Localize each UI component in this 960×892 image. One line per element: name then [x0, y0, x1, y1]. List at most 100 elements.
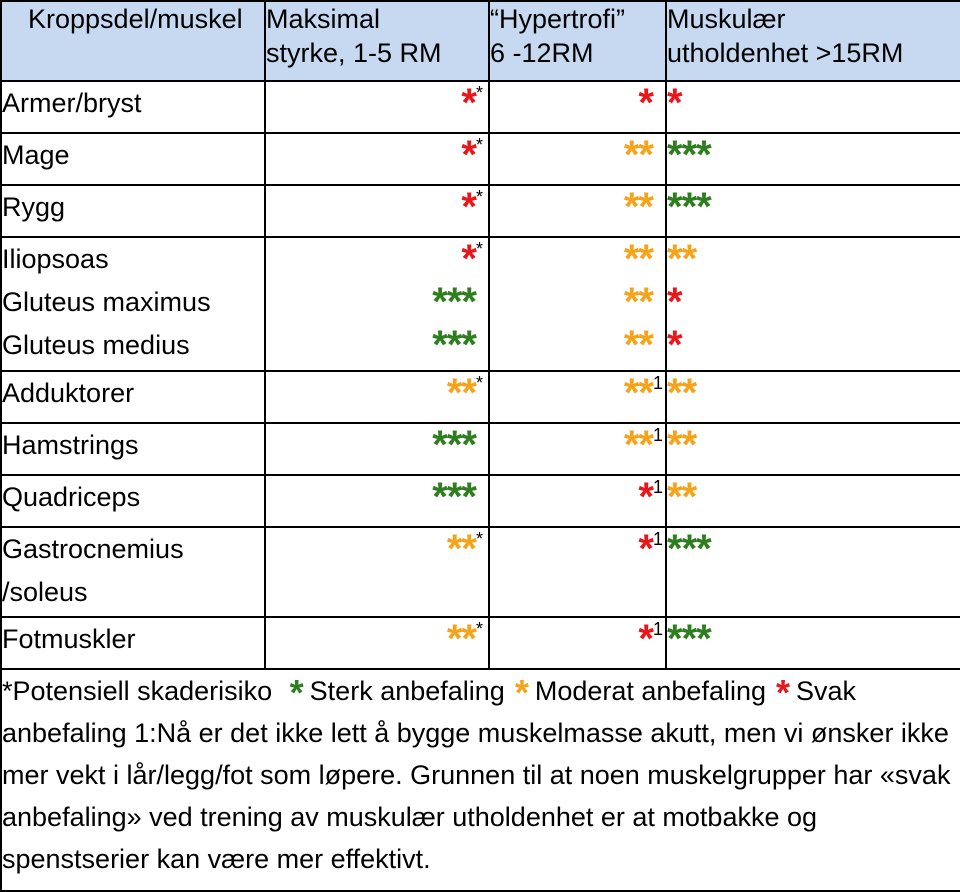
footnote-text: anbefaling 1:Nå er det ikke lett å bygge…: [2, 718, 951, 874]
hypertrophy-cell: **: [488, 132, 667, 186]
note-marker: *: [476, 187, 484, 207]
rating-stars: **: [446, 527, 477, 571]
endurance-cell: **: [665, 474, 960, 528]
legend-star-icon: *: [776, 671, 791, 713]
table-row: Rygg ** ** ***: [0, 184, 960, 238]
rating-stars: **: [623, 280, 654, 324]
muscle-name: Adduktorer: [2, 378, 135, 408]
rating-stars: **: [623, 371, 654, 415]
muscle-name-cell: Armer/bryst: [0, 80, 266, 134]
rating-stars: ***: [667, 133, 712, 177]
rating-stars: **: [446, 371, 477, 415]
muscle-name-cell: Rygg: [0, 184, 266, 238]
endurance-cell: *: [665, 80, 960, 134]
header-hypertrofi: “Hypertrofi” 6 -12RM: [488, 0, 667, 82]
footnote-row: *Potensiell skaderisiko * Sterk anbefalin…: [0, 668, 960, 892]
muscle-name: Mage: [2, 140, 70, 170]
note-marker: 1: [653, 619, 664, 639]
muscle-name: Gastrocnemius: [2, 534, 184, 564]
table-row: Iliopsoas Gluteus maximus Gluteus medius **…: [0, 236, 960, 372]
strength-cell: **: [264, 80, 490, 134]
muscle-name-cell: Iliopsoas Gluteus maximus Gluteus medius: [0, 236, 266, 372]
note-marker: *: [476, 529, 484, 549]
legend-star-icon: *: [514, 671, 529, 713]
rating-stars: ***: [432, 323, 477, 367]
muscle-name: Rygg: [2, 192, 66, 222]
note-marker: *: [476, 83, 484, 103]
header-maksimal-styrke: Maksimal styrke, 1-5 RM: [264, 0, 490, 82]
rating-stars: **: [667, 475, 697, 519]
muscle-name: Gluteus maximus: [2, 287, 211, 317]
note-marker: 1: [653, 529, 664, 549]
muscle-name: Quadriceps: [2, 482, 141, 512]
table-row: Armer/bryst ** * *: [0, 80, 960, 134]
rating-stars: *: [638, 475, 654, 519]
strength-cell: ***: [264, 474, 490, 528]
muscle-name: Hamstrings: [2, 430, 139, 460]
header-kroppsdel: Kroppsdel/muskel: [0, 0, 266, 82]
rating-stars: ***: [432, 475, 477, 519]
footnote-risk: *Potensiell skaderisiko: [2, 676, 273, 706]
rating-stars: **: [667, 237, 697, 281]
rating-stars: ***: [667, 527, 712, 571]
muscle-name: Armer/bryst: [2, 88, 142, 118]
rating-stars: ***: [667, 617, 712, 661]
strength-cell: ** *** ***: [264, 236, 490, 372]
strength-cell: ***: [264, 616, 490, 670]
endurance-cell: ***: [665, 132, 960, 186]
note-marker: *: [476, 373, 484, 393]
rating-stars: **: [667, 423, 697, 467]
strength-cell: ***: [264, 526, 490, 618]
muscle-name-cell: Quadriceps: [0, 474, 266, 528]
muscle-name-cell: Adduktorer: [0, 370, 266, 424]
strength-cell: **: [264, 132, 490, 186]
hypertrophy-cell: *1: [488, 526, 667, 618]
rating-stars: **: [446, 617, 477, 661]
muscle-name-cell: Gastrocnemius/soleus: [0, 526, 266, 618]
muscle-name-cell: Hamstrings: [0, 422, 266, 476]
table-row: Gastrocnemius/soleus *** *1 ***: [0, 526, 960, 618]
note-marker: *: [476, 619, 484, 639]
rating-stars: ***: [432, 423, 477, 467]
legend-item-strong: * Sterk anbefaling: [290, 674, 505, 710]
rating-stars: *: [461, 81, 477, 125]
hypertrophy-cell: *1: [488, 616, 667, 670]
rating-stars: *: [638, 81, 654, 125]
table-row: Quadriceps *** *1 **: [0, 474, 960, 528]
note-marker: *: [476, 135, 484, 155]
rating-stars: *: [638, 527, 654, 571]
rating-stars: ***: [667, 185, 712, 229]
legend-item-moderate: * Moderat anbefaling: [515, 674, 766, 710]
rating-stars: **: [623, 237, 654, 281]
rating-stars: *: [461, 185, 477, 229]
note-marker: 1: [653, 425, 664, 445]
table-row: Mage ** ** ***: [0, 132, 960, 186]
muscle-name: /soleus: [2, 577, 88, 607]
endurance-cell: ***: [665, 526, 960, 618]
endurance-cell: ***: [665, 184, 960, 238]
muscle-name-cell: Fotmuskler: [0, 616, 266, 670]
note-marker: 1: [653, 477, 664, 497]
endurance-cell: ***: [665, 616, 960, 670]
note-marker: *: [476, 239, 484, 259]
rating-stars: *: [667, 81, 683, 125]
strength-cell: ***: [264, 422, 490, 476]
strength-cell: **: [264, 184, 490, 238]
muscle-name: Iliopsoas: [2, 244, 109, 274]
rating-stars: *: [667, 323, 683, 367]
muscle-name: Fotmuskler: [2, 624, 136, 654]
rating-stars: ***: [432, 280, 477, 324]
rating-stars: **: [623, 423, 654, 467]
muscle-name: Gluteus medius: [2, 330, 190, 360]
hypertrophy-cell: **1: [488, 370, 667, 424]
legend-item-weak: * Svak: [776, 674, 857, 710]
rating-stars: *: [461, 237, 477, 281]
endurance-cell: **: [665, 422, 960, 476]
rating-stars: *: [461, 133, 477, 177]
legend-label: Svak: [796, 676, 857, 706]
rating-stars: *: [638, 617, 654, 661]
hypertrophy-cell: *: [488, 80, 667, 134]
hypertrophy-cell: ** ** **: [488, 236, 667, 372]
muscle-name-cell: Mage: [0, 132, 266, 186]
